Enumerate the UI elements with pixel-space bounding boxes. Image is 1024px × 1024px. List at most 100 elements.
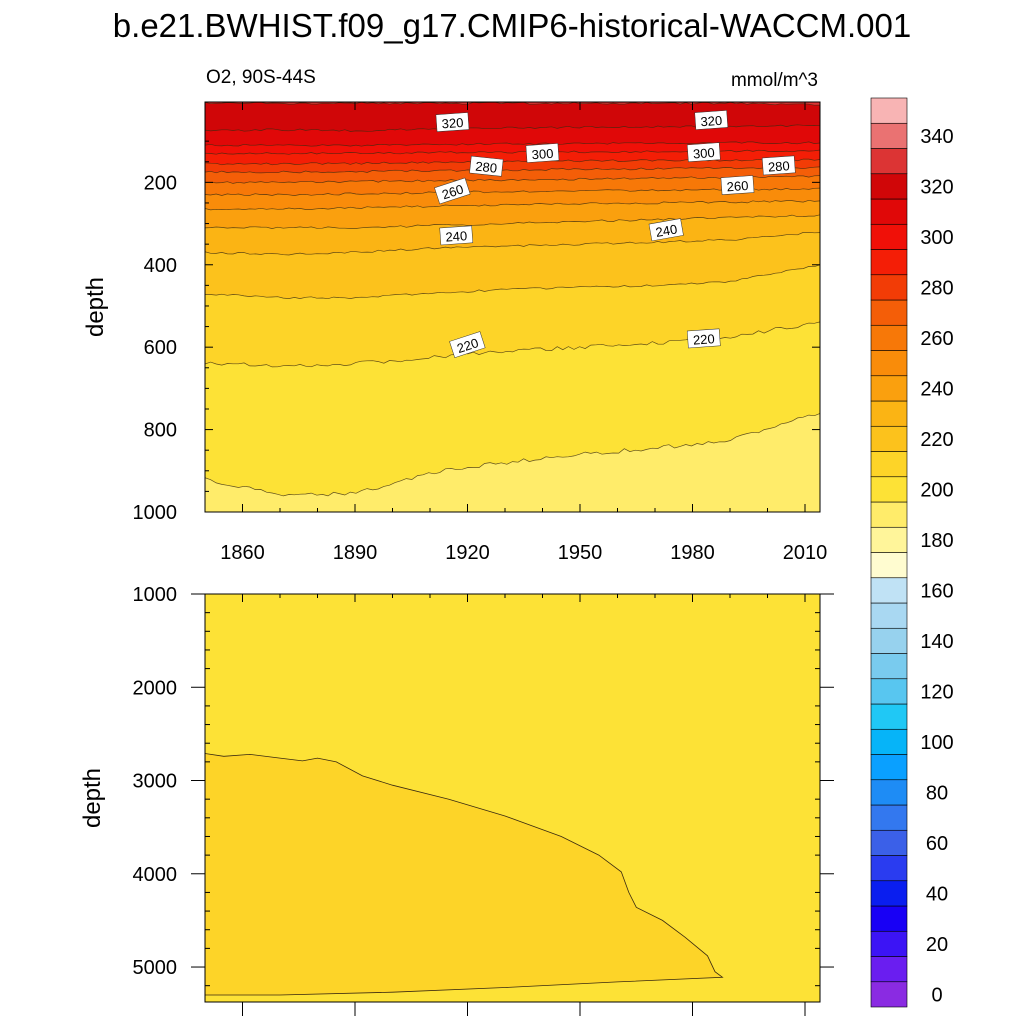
contour-label-3: 300 [686, 142, 721, 163]
colorbar-swatch-140 [870, 627, 908, 654]
upper-contour-lines [205, 102, 820, 497]
contour-label-2: 300 [525, 143, 560, 163]
contour-label-box [686, 328, 721, 349]
colorbar-swatch-90 [870, 754, 908, 781]
contour-label-value: 280 [767, 158, 790, 174]
colorbar-swatch-330 [870, 148, 908, 175]
lower-y-tick-label: 5000 [133, 957, 178, 979]
contour-label-1: 320 [694, 110, 729, 130]
contour-label-7: 260 [720, 175, 755, 195]
colorbar-swatch-70 [870, 804, 908, 831]
upper-y-axis-title: depth [82, 277, 109, 337]
x-tick-label: 1980 [670, 542, 715, 564]
contour-line-250 [205, 199, 820, 211]
colorbar-swatch-130 [870, 653, 908, 680]
colorbar-tick-label: 160 [920, 580, 953, 602]
colorbar-tick-label: 260 [920, 328, 953, 350]
y-tick-label: 400 [144, 255, 177, 277]
contour-line-260 [205, 187, 820, 196]
contour-label-box [694, 110, 729, 130]
colorbar-tick-label: 220 [920, 429, 953, 451]
colorbar-tick-label: 60 [926, 833, 948, 855]
band-320 [205, 102, 820, 132]
colorbar-tick-label: 80 [926, 782, 948, 804]
contour-label-value: 260 [440, 181, 465, 202]
contour-line-240 [205, 214, 820, 229]
colorbar-tick-label: 340 [920, 126, 953, 148]
contour-label-5: 280 [761, 155, 796, 176]
colorbar-tick-label: 180 [920, 530, 953, 552]
colorbar-tick-label: 20 [926, 934, 948, 956]
colorbar-swatch-250 [870, 350, 908, 377]
lower-y-tick-label: 2000 [133, 677, 178, 699]
colorbar-swatch-190 [870, 501, 908, 528]
contour-label-box [435, 112, 470, 132]
contour-line-290 [205, 158, 820, 166]
colorbar-tick-label: 0 [931, 984, 942, 1006]
colorbar-swatch-230 [870, 400, 908, 427]
colorbar-tick-label: 100 [920, 732, 953, 754]
colorbar-tick-label: 120 [920, 681, 953, 703]
colorbar-swatch-280 [870, 274, 908, 301]
x-tick-label: 1950 [558, 542, 603, 564]
units-label: mmol/m^3 [731, 70, 818, 91]
colorbar-swatch-210 [870, 451, 908, 478]
contour-label-8: 240 [439, 225, 474, 246]
contour-label-box [686, 142, 721, 163]
x-tick-label: 1860 [220, 542, 265, 564]
upper-panel: 320 320 300 300 280 280 260 260 240 240 220 220 1860… [82, 101, 827, 564]
colorbar-swatch-20 [870, 930, 908, 957]
contour-label-box [761, 155, 796, 176]
colorbar-swatch-110 [870, 703, 908, 730]
colorbar-swatch-50 [870, 855, 908, 882]
contour-line-230 [205, 232, 820, 256]
contour-label-value: 260 [726, 178, 749, 194]
lower-y-tick-label: 4000 [133, 864, 178, 886]
upper-left-label: O2, 90S-44S [206, 67, 316, 88]
contour-label-value: 220 [692, 331, 715, 347]
x-tick-label: 1890 [333, 542, 378, 564]
contour-label-value: 300 [692, 145, 715, 161]
colorbar-tick-label: 240 [920, 378, 953, 400]
colorbar-swatch-170 [870, 552, 908, 579]
lower-y-tick-label: 3000 [133, 771, 178, 793]
colorbar-tick-label: 280 [920, 277, 953, 299]
x-tick-label: 1920 [445, 542, 490, 564]
contour-label-value: 300 [531, 146, 554, 162]
contour-line-200 [205, 413, 820, 497]
contour-label-box [720, 175, 755, 195]
colorbar-swatch-30 [870, 905, 908, 932]
colorbar-tick-label: 40 [926, 883, 948, 905]
contour-label-box [469, 155, 504, 177]
colorbar-swatch-0 [870, 981, 908, 1008]
colorbar-swatch-60 [870, 829, 908, 856]
colorbar-swatch-260 [870, 324, 908, 351]
contour-label-value: 320 [700, 113, 723, 129]
colorbar-swatch-100 [870, 728, 908, 755]
colorbar-swatch-180 [870, 526, 908, 553]
colorbar-tick-label: 300 [920, 227, 953, 249]
y-tick-label: 800 [144, 420, 177, 442]
colorbar-swatch-220 [870, 425, 908, 452]
lower-frame [204, 593, 821, 1003]
colorbar-swatch-150 [870, 602, 908, 629]
contour-label-10: 220 [449, 331, 486, 358]
colorbar: 0 20 40 60 80 100 120 140 160 180 200 220 240 260 280 3… [870, 97, 954, 1008]
upper-frame [204, 101, 821, 513]
colorbar-swatch-40 [870, 880, 908, 907]
colorbar-swatch-10 [870, 956, 908, 983]
colorbar-swatch-320 [870, 173, 908, 200]
contour-label-box [439, 225, 474, 246]
colorbar-swatch-290 [870, 249, 908, 276]
colorbar-swatch-300 [870, 223, 908, 250]
upper-fill-layer [205, 102, 820, 512]
contour-line-280 [205, 166, 820, 174]
contour-label-value: 240 [654, 221, 678, 240]
main-title: b.e21.BWHIST.f09_g17.CMIP6-historical-WA… [113, 7, 911, 44]
contour-line-270 [205, 175, 820, 184]
colorbar-swatch-120 [870, 678, 908, 705]
y-tick-label: 1000 [133, 502, 178, 524]
contour-line-220 [205, 264, 820, 300]
colorbar-swatch-310 [870, 198, 908, 225]
